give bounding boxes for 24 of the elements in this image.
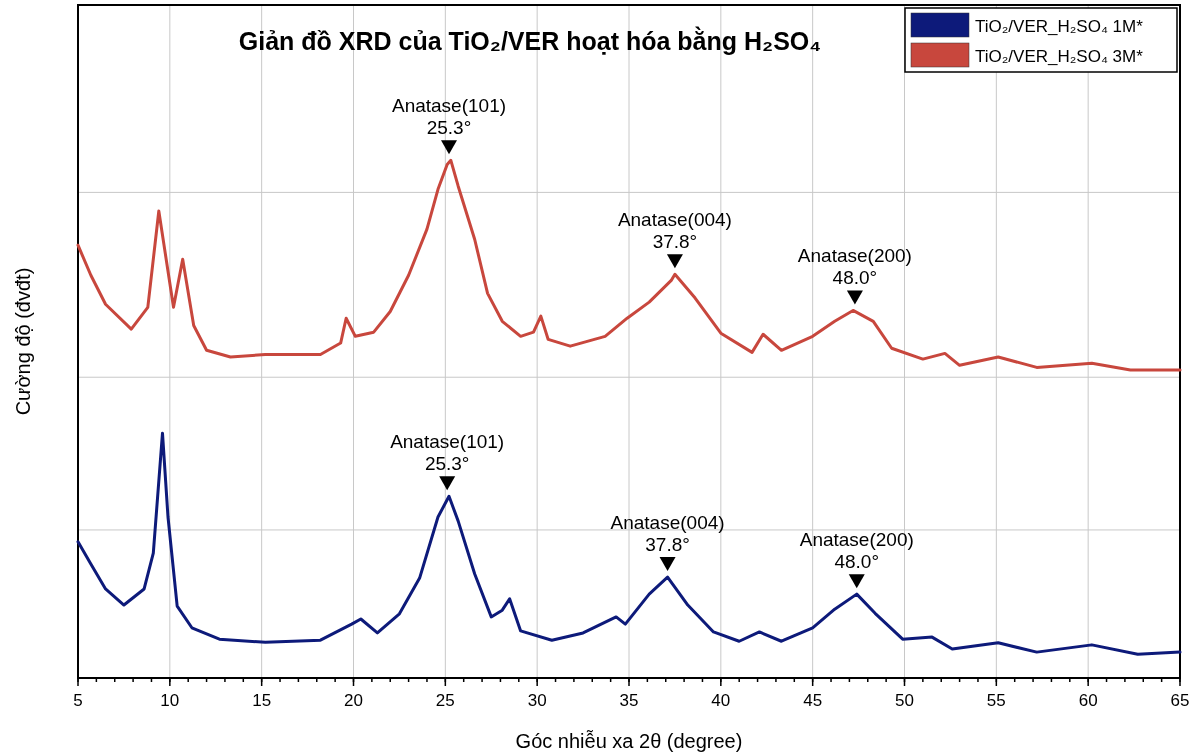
x-tick-label: 15 <box>252 691 272 710</box>
x-axis-title: Góc nhiễu xa 2θ (degree) <box>515 730 743 752</box>
legend-label: TiO₂/VER_H₂SO₄ 3M* <box>975 47 1144 66</box>
y-axis-title: Cường độ (đvđt) <box>12 267 34 416</box>
annotation: Anatase(101) 25.3° <box>391 95 507 139</box>
x-tick-label: 55 <box>986 691 1006 710</box>
annotation: Anatase(200) 48.0° <box>799 529 914 573</box>
x-tick-label: 40 <box>711 691 731 710</box>
annotation: Anatase(004) 37.8° <box>617 209 732 253</box>
legend-label: TiO₂/VER_H₂SO₄ 1M* <box>975 17 1144 36</box>
x-tick-label: 5 <box>73 691 83 710</box>
x-tick-label: 25 <box>435 691 455 710</box>
x-tick-label: 30 <box>527 691 547 710</box>
annotation: Anatase(004) 37.8° <box>610 512 725 556</box>
x-tick-label: 20 <box>344 691 363 710</box>
x-tick-label: 65 <box>1170 691 1190 710</box>
x-tick-label: 35 <box>619 691 639 710</box>
chart-title: Giản đồ XRD của TiO₂/VER hoạt hóa bằng H₂SO₄ <box>238 26 822 55</box>
x-tick-label: 10 <box>160 691 180 710</box>
x-tick-label: 60 <box>1078 691 1098 710</box>
annotation: Anatase(200) 48.0° <box>797 245 912 289</box>
annotation: Anatase(101) 25.3° <box>390 431 505 475</box>
x-tick-label: 45 <box>803 691 823 710</box>
x-tick-label: 50 <box>895 691 914 710</box>
